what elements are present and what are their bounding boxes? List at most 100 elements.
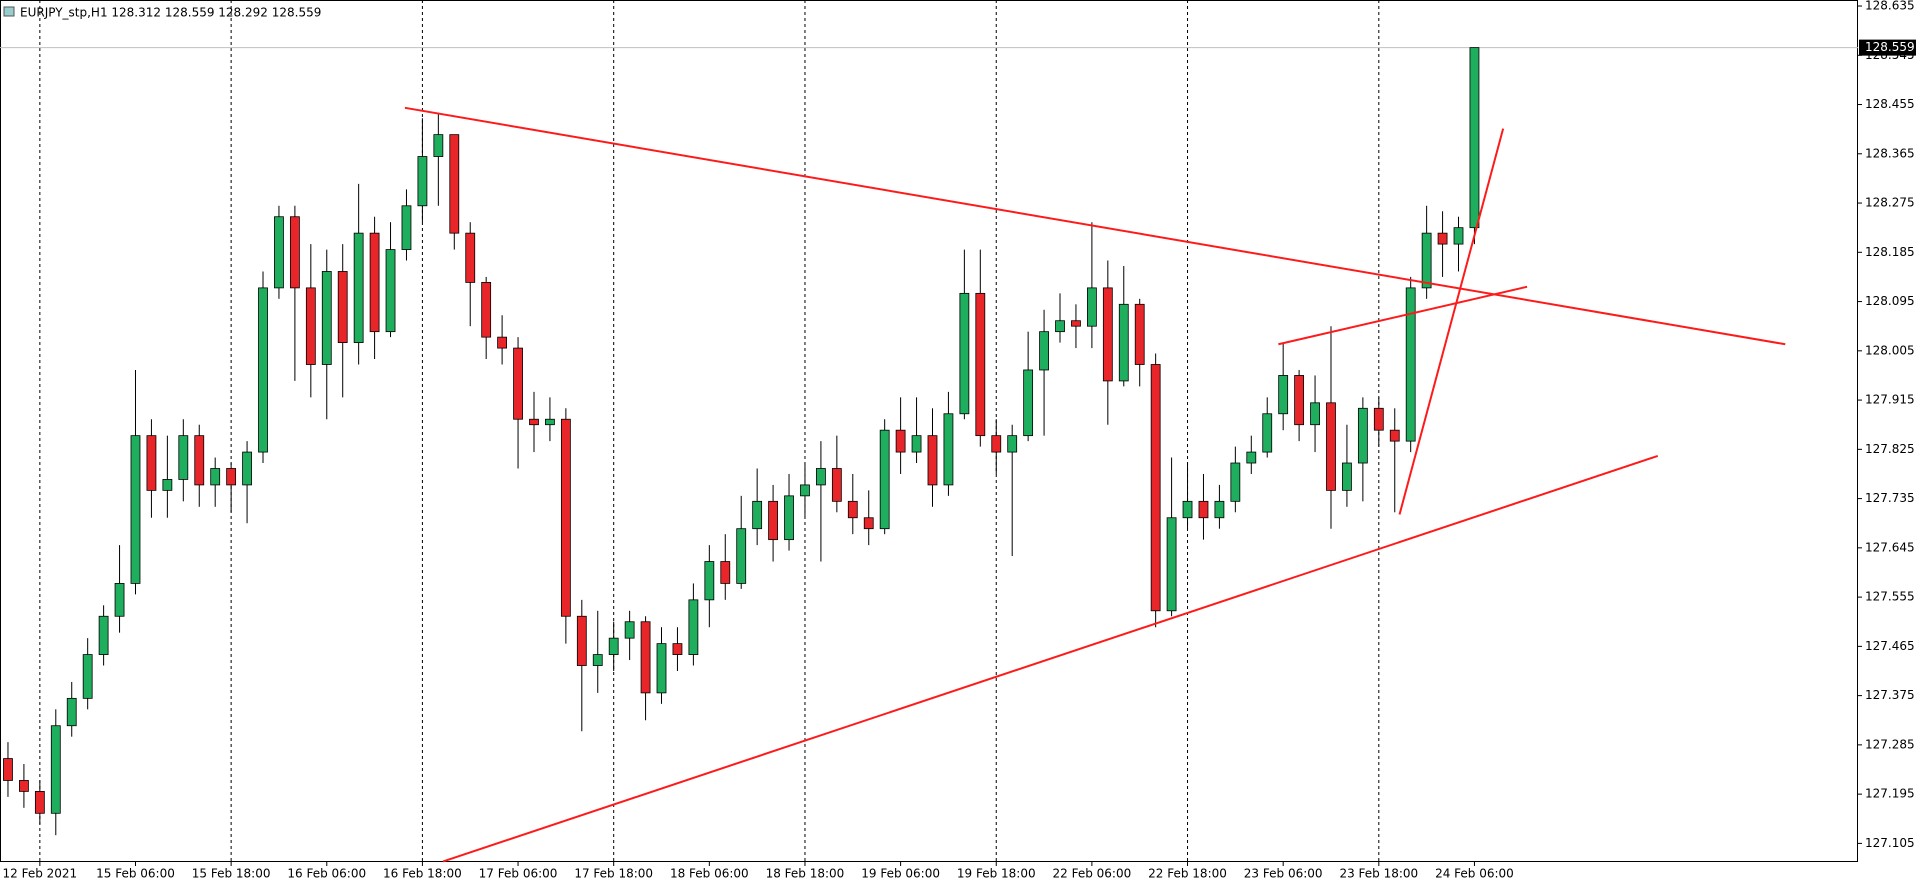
candle-body xyxy=(449,134,460,234)
y-tick-label: 128.365 xyxy=(1865,146,1915,160)
candle-body xyxy=(3,758,13,781)
x-tick-label: 15 Feb 18:00 xyxy=(192,867,271,881)
candle-body xyxy=(847,500,858,519)
candle-body xyxy=(513,347,523,420)
candle-body xyxy=(34,790,45,814)
candle-body xyxy=(1230,462,1241,502)
y-tick-label: 127.105 xyxy=(1865,836,1915,850)
y-tick-label: 128.275 xyxy=(1865,196,1915,210)
candle-body xyxy=(1166,517,1177,612)
candle-body xyxy=(274,216,284,289)
last-price-box xyxy=(1859,39,1916,56)
x-tick-label: 18 Feb 06:00 xyxy=(670,867,749,881)
candle-body xyxy=(895,429,906,453)
x-tick-label: 17 Feb 18:00 xyxy=(574,867,653,881)
candle-body xyxy=(66,697,77,727)
x-tick-label: 19 Feb 06:00 xyxy=(861,867,940,881)
candle-body xyxy=(768,500,778,541)
candle-body xyxy=(178,435,189,480)
candle-body xyxy=(337,271,348,344)
candle-body xyxy=(800,484,810,497)
candle-body xyxy=(529,418,539,426)
x-tick-label: 19 Feb 18:00 xyxy=(957,867,1036,881)
candle-body xyxy=(210,468,221,486)
candle-body xyxy=(1007,435,1018,453)
candle-body xyxy=(1357,407,1368,464)
candle-body xyxy=(1086,287,1097,327)
candle-body xyxy=(608,637,619,655)
y-tick-label: 128.095 xyxy=(1865,294,1915,308)
candle-body xyxy=(1214,500,1225,519)
x-tick-label: 22 Feb 06:00 xyxy=(1053,867,1132,881)
candle-body xyxy=(704,561,715,601)
candle-body xyxy=(305,287,316,365)
candle-body xyxy=(1023,369,1034,437)
candle-body xyxy=(369,232,380,333)
last-price-label: 128.559 xyxy=(1865,40,1915,54)
candle-body xyxy=(1182,500,1193,519)
candle-body xyxy=(688,599,699,655)
candle-body xyxy=(545,418,555,426)
candle-body xyxy=(1150,364,1161,612)
candle-body xyxy=(943,413,954,486)
symbol-icon xyxy=(3,6,15,17)
y-tick-label: 127.555 xyxy=(1865,590,1915,604)
candle-body xyxy=(433,134,444,157)
candle-body xyxy=(146,435,157,491)
candle-body xyxy=(50,725,61,814)
candle-body xyxy=(162,479,173,491)
candle-body xyxy=(1326,402,1336,491)
candle-body xyxy=(226,468,237,486)
candle-body xyxy=(82,654,93,699)
candle-body xyxy=(1389,429,1400,442)
candle-body xyxy=(879,429,890,530)
candle-body xyxy=(656,643,667,694)
candle-body xyxy=(1198,500,1209,519)
candle-body xyxy=(1421,232,1432,289)
candle-body xyxy=(927,435,938,486)
candle-body xyxy=(752,500,763,530)
x-tick-label: 12 Feb 2021 xyxy=(3,867,78,881)
candle-body xyxy=(831,468,842,502)
trendline xyxy=(1398,128,1505,515)
candle-body xyxy=(130,435,141,584)
candle-body xyxy=(385,249,396,333)
candle-body xyxy=(194,435,205,486)
candle-body xyxy=(1262,413,1273,453)
candle-body xyxy=(417,156,428,207)
candle-body xyxy=(114,583,125,617)
candle-body xyxy=(1055,320,1065,333)
candle-body xyxy=(401,205,412,250)
y-tick-label: 127.645 xyxy=(1865,540,1915,554)
candle-body xyxy=(592,654,603,666)
candle-body xyxy=(1405,287,1416,442)
candle-body xyxy=(1342,462,1352,491)
candle-body xyxy=(98,615,109,655)
x-tick-label: 22 Feb 18:00 xyxy=(1148,867,1227,881)
x-tick-label: 24 Feb 06:00 xyxy=(1435,867,1514,881)
candle-body xyxy=(1118,303,1129,382)
y-tick-label: 128.455 xyxy=(1865,97,1915,111)
y-tick-label: 127.735 xyxy=(1865,491,1915,505)
y-tick-label: 127.825 xyxy=(1865,442,1915,456)
candle-body xyxy=(1102,287,1113,382)
candle-body xyxy=(720,561,731,584)
candle-body xyxy=(258,287,268,453)
candle-body xyxy=(465,232,476,283)
candle-body xyxy=(1453,227,1464,245)
y-tick-label: 127.465 xyxy=(1865,639,1915,653)
x-tick-label: 16 Feb 18:00 xyxy=(383,867,462,881)
candle-body xyxy=(1134,303,1145,365)
candle-body xyxy=(863,517,874,530)
candle-body xyxy=(576,615,587,666)
candle-body xyxy=(1294,375,1305,426)
candle-body xyxy=(1246,451,1257,464)
x-tick-label: 18 Feb 18:00 xyxy=(766,867,845,881)
candle-body xyxy=(560,418,571,617)
candle-body xyxy=(784,495,794,541)
x-tick-label: 23 Feb 18:00 xyxy=(1339,867,1418,881)
chart-title: EURJPY_stp,H1 128.312 128.559 128.292 12… xyxy=(20,6,321,20)
candle-body xyxy=(911,435,922,453)
